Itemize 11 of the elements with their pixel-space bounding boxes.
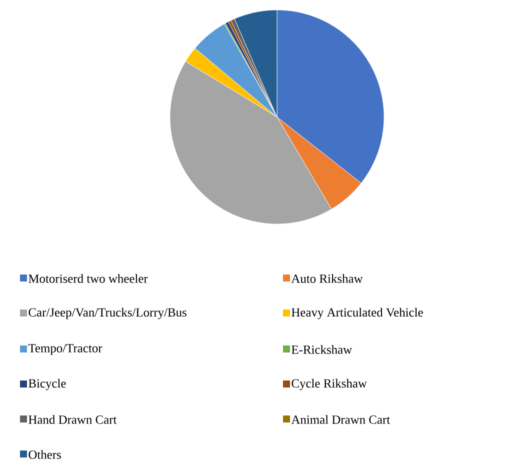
- legend-label: Bicycle: [28, 378, 66, 390]
- legend-label: Others: [28, 450, 61, 459]
- legend-label: Hand Drawn Cart: [28, 415, 117, 424]
- legend-label: Car/Jeep/Van/Trucks/Lorry/Bus: [28, 308, 186, 320]
- legend-label: Auto Rikshaw: [291, 274, 363, 283]
- legend-label: Cycle Rikshaw: [292, 378, 367, 390]
- legend-label: E-Rickshaw: [292, 345, 352, 354]
- legend-label: Motoriserd two wheeler: [28, 274, 148, 283]
- legend-label: Animal Drawn Cart: [291, 415, 390, 424]
- legend-label: Tempo/Tractor: [28, 344, 102, 355]
- legend-label: Heavy Articulated Vehicle: [292, 308, 423, 320]
